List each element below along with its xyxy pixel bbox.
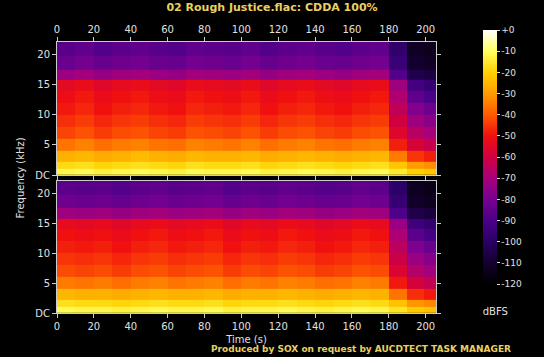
svg-text:60: 60 xyxy=(161,24,174,35)
svg-text:40: 40 xyxy=(124,321,137,332)
svg-text:100: 100 xyxy=(232,321,251,332)
svg-text:200: 200 xyxy=(416,24,435,35)
svg-text:10: 10 xyxy=(37,248,50,259)
svg-text:80: 80 xyxy=(198,24,211,35)
svg-text:-70: -70 xyxy=(501,173,516,183)
svg-text:0: 0 xyxy=(54,321,60,332)
svg-text:15: 15 xyxy=(37,79,50,90)
svg-text:180: 180 xyxy=(379,24,398,35)
svg-text:60: 60 xyxy=(161,321,174,332)
svg-text:-100: -100 xyxy=(501,237,522,247)
svg-text:20: 20 xyxy=(88,24,101,35)
svg-text:20: 20 xyxy=(37,188,50,199)
svg-text:Frequency (kHz): Frequency (kHz) xyxy=(15,137,26,218)
svg-text:20: 20 xyxy=(88,321,101,332)
svg-text:DC: DC xyxy=(35,170,50,181)
svg-text:200: 200 xyxy=(416,321,435,332)
svg-text:Time (s): Time (s) xyxy=(225,334,267,345)
svg-text:40: 40 xyxy=(124,24,137,35)
svg-text:+0: +0 xyxy=(501,25,515,35)
svg-text:100: 100 xyxy=(232,24,251,35)
svg-text:-110: -110 xyxy=(501,258,522,268)
svg-text:5: 5 xyxy=(44,139,50,150)
svg-text:-40: -40 xyxy=(501,110,516,120)
svg-text:-20: -20 xyxy=(501,68,516,78)
svg-text:-120: -120 xyxy=(501,279,522,289)
svg-text:02 Rough Justice.flac: CDDA 10: 02 Rough Justice.flac: CDDA 100% xyxy=(166,1,377,14)
svg-text:5: 5 xyxy=(44,278,50,289)
svg-text:DC: DC xyxy=(35,308,50,319)
svg-text:140: 140 xyxy=(306,24,325,35)
svg-text:-90: -90 xyxy=(501,216,516,226)
svg-text:160: 160 xyxy=(342,321,361,332)
svg-text:120: 120 xyxy=(269,321,288,332)
svg-text:-30: -30 xyxy=(501,89,516,99)
svg-text:140: 140 xyxy=(306,321,325,332)
svg-text:180: 180 xyxy=(379,321,398,332)
svg-text:-50: -50 xyxy=(501,131,516,141)
svg-text:-80: -80 xyxy=(501,195,516,205)
svg-text:0: 0 xyxy=(54,24,60,35)
svg-text:80: 80 xyxy=(198,321,211,332)
svg-text:20: 20 xyxy=(37,49,50,60)
svg-text:160: 160 xyxy=(342,24,361,35)
svg-text:-60: -60 xyxy=(501,152,516,162)
svg-text:Produced by SOX on request by: Produced by SOX on request by AUCDTECT T… xyxy=(211,344,511,354)
svg-text:dBFS: dBFS xyxy=(483,306,508,317)
svg-text:15: 15 xyxy=(37,218,50,229)
svg-text:10: 10 xyxy=(37,109,50,120)
svg-text:120: 120 xyxy=(269,24,288,35)
svg-text:-10: -10 xyxy=(501,46,516,56)
